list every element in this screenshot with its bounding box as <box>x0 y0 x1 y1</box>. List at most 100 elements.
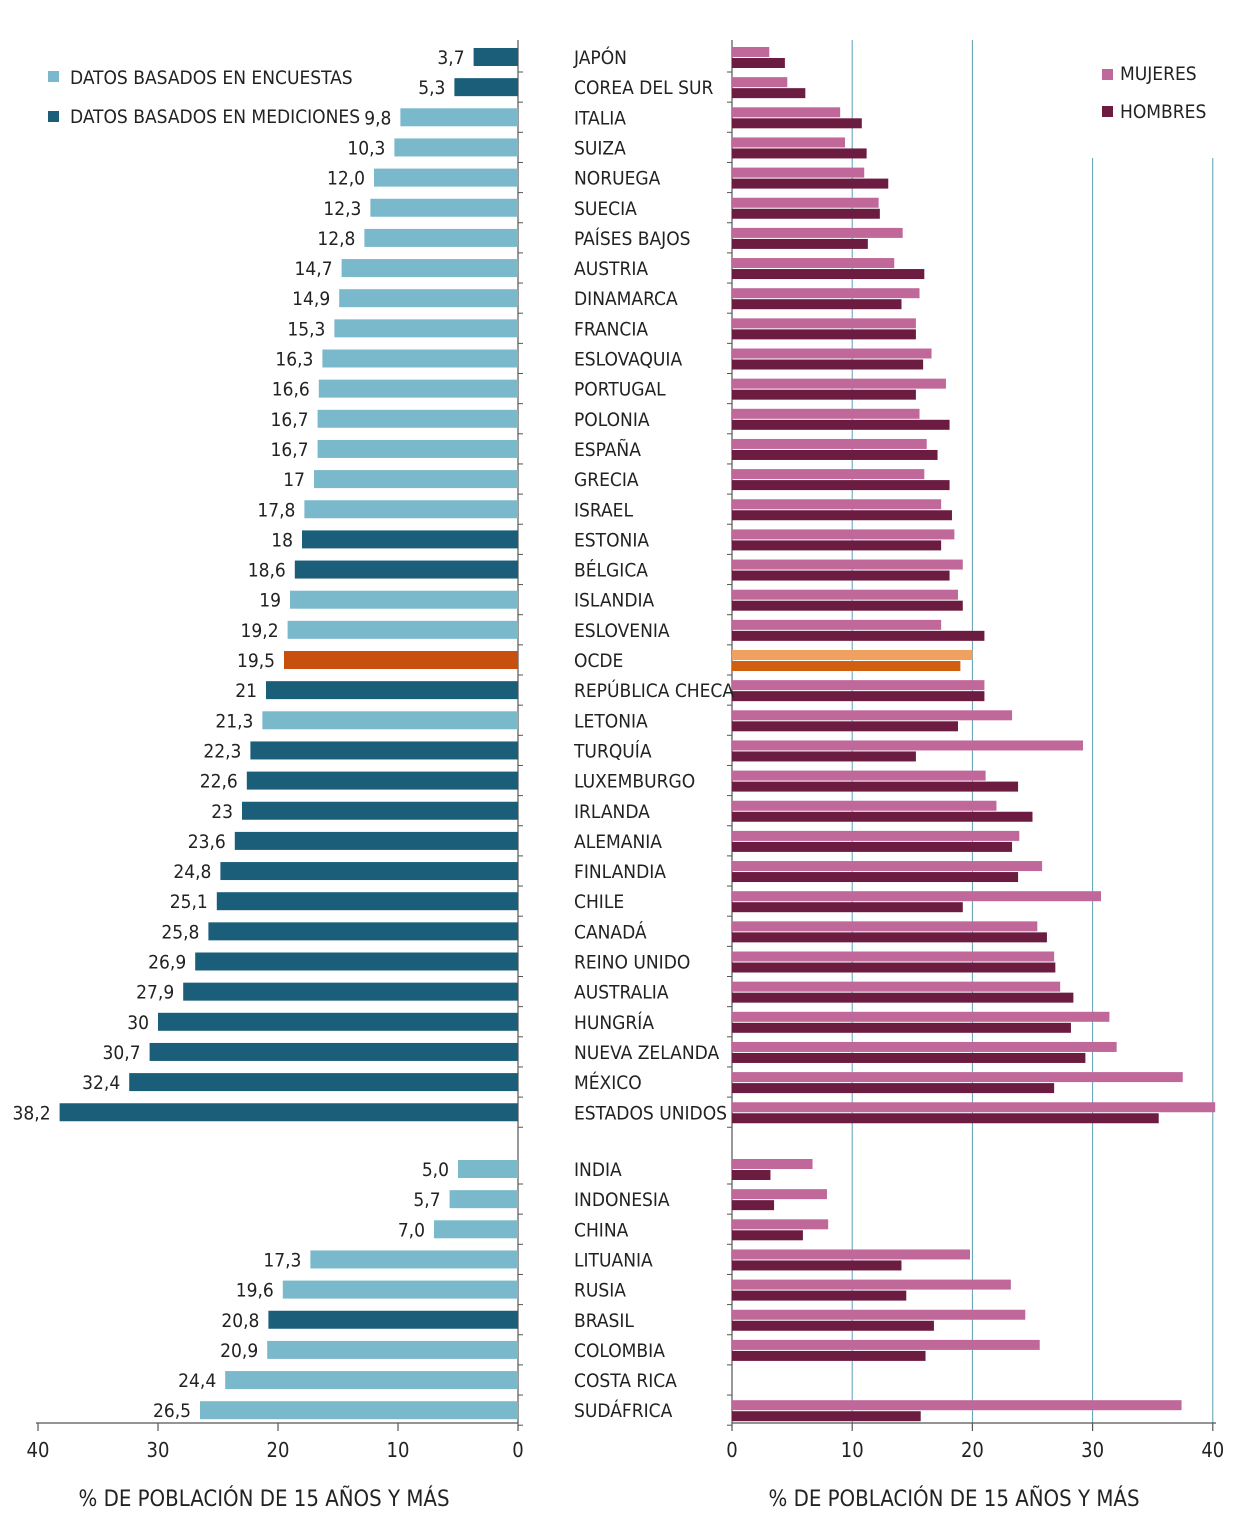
left-bar <box>290 590 518 609</box>
women-bar <box>732 288 920 299</box>
left-value-label: 19,5 <box>237 650 275 672</box>
country-label: COSTA RICA <box>574 1370 677 1392</box>
left-value-label: 15,3 <box>287 318 325 340</box>
women-bar <box>732 499 942 510</box>
men-bar <box>732 510 952 521</box>
country-label: AUSTRIA <box>574 258 648 280</box>
country-label: HUNGRÍA <box>574 1011 654 1034</box>
men-bar <box>732 721 958 732</box>
country-label: DINAMARCA <box>574 288 678 310</box>
legend-right: MUJERES HOMBRES <box>1102 63 1206 123</box>
men-bar <box>732 570 950 581</box>
country-label: MÉXICO <box>574 1071 642 1094</box>
women-bar <box>732 469 925 480</box>
left-bar <box>302 530 518 549</box>
women-bar <box>732 167 865 178</box>
right-x-tick-label: 40 <box>1201 1438 1224 1462</box>
women-bar <box>732 378 946 389</box>
left-bar <box>200 1401 518 1420</box>
men-bar <box>732 902 963 913</box>
left-value-label: 16,7 <box>271 409 309 431</box>
women-bar <box>732 1400 1182 1411</box>
country-label: ESTADOS UNIDOS <box>574 1102 727 1124</box>
left-value-label: 18,6 <box>248 560 286 582</box>
left-bar <box>454 78 518 97</box>
left-x-axis-title: % DE POBLACIÓN DE 15 AÑOS Y MÁS <box>78 1485 449 1512</box>
men-bar <box>732 1083 1055 1094</box>
legend-measured-swatch <box>48 111 59 122</box>
country-label: LETONIA <box>574 710 648 732</box>
left-bar <box>449 1190 518 1209</box>
left-bar <box>370 198 518 217</box>
left-value-label: 3,7 <box>437 47 464 69</box>
left-bar <box>129 1073 518 1092</box>
men-bar <box>732 1022 1071 1033</box>
women-bar <box>732 891 1102 902</box>
women-bar <box>732 619 942 630</box>
men-bar <box>732 359 924 370</box>
country-label: ESTONIA <box>574 529 649 551</box>
country-label: AUSTRALIA <box>574 982 669 1004</box>
women-bar <box>732 529 955 540</box>
women-bar <box>732 710 1013 721</box>
men-bar <box>732 1260 902 1271</box>
left-x-tick-label: 0 <box>512 1438 523 1462</box>
country-labels: JAPÓN COREA DEL SUR ITALIA SUIZA NORUEGA SUEC… <box>573 45 734 1422</box>
left-bar <box>268 1310 518 1329</box>
country-label: FRANCIA <box>574 318 648 340</box>
men-bar <box>732 148 867 159</box>
left-value-label: 38,2 <box>13 1102 51 1124</box>
left-value-label: 22,6 <box>200 771 238 793</box>
left-bar <box>234 831 519 850</box>
men-bar <box>732 751 916 762</box>
legend-survey-swatch <box>48 71 59 82</box>
women-bar <box>732 107 841 118</box>
men-bar <box>732 1411 921 1422</box>
men-bar <box>732 329 916 340</box>
legend-men-label: HOMBRES <box>1120 101 1206 123</box>
left-bar <box>458 1160 518 1178</box>
left-value-label: 24,8 <box>173 861 211 883</box>
women-bar <box>732 1011 1110 1022</box>
left-value-label: 25,1 <box>170 891 208 913</box>
left-bar <box>394 138 518 157</box>
left-bar <box>220 862 518 881</box>
left-value-label: 23 <box>211 801 233 823</box>
country-label: ALEMANIA <box>574 831 662 853</box>
left-value-label: 12,3 <box>323 198 361 220</box>
left-bar <box>314 470 518 489</box>
country-label: BÉLGICA <box>574 559 648 582</box>
country-label: REINO UNIDO <box>574 952 690 974</box>
left-value-label: 16,3 <box>275 349 313 371</box>
left-bar <box>400 108 518 127</box>
left-x-tick-label: 10 <box>387 1438 410 1462</box>
left-value-label: 9,8 <box>364 107 391 129</box>
country-label: ISRAEL <box>574 499 633 521</box>
men-bar <box>732 1230 803 1241</box>
left-value-label: 23,6 <box>188 831 226 853</box>
women-bar <box>732 1189 827 1200</box>
women-bar <box>732 1219 829 1230</box>
left-bar <box>374 168 518 187</box>
right-bar-chart: 0 10 20 30 40 <box>726 40 1224 1462</box>
left-bar <box>434 1220 518 1239</box>
left-value-label: 18 <box>271 529 293 551</box>
women-bar <box>732 981 1061 992</box>
left-value-label: 12,0 <box>327 168 365 190</box>
left-value-label: 5,7 <box>413 1189 440 1211</box>
country-label: SUDÁFRICA <box>574 1399 673 1422</box>
women-bar <box>732 740 1083 751</box>
country-label: OCDE <box>574 650 623 672</box>
left-bar <box>341 259 518 278</box>
women-bar <box>732 438 927 449</box>
women-bar <box>732 921 1038 932</box>
left-bar <box>334 319 518 338</box>
men-bar <box>732 1290 907 1301</box>
country-label: NUEVA ZELANDA <box>574 1042 719 1064</box>
left-bar <box>183 982 518 1001</box>
left-value-label: 17,3 <box>263 1249 301 1271</box>
left-bar <box>294 560 518 579</box>
left-bar <box>250 741 518 760</box>
women-bar <box>732 1159 813 1169</box>
